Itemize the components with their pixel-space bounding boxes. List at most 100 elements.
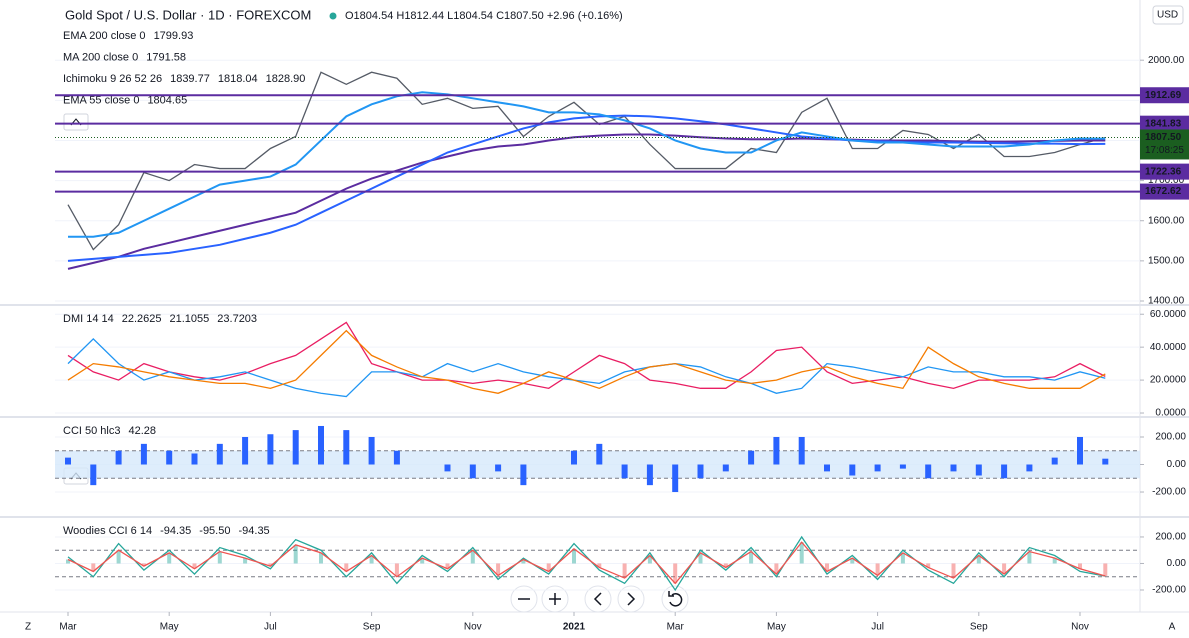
histogram-bar <box>319 552 323 564</box>
legend-text: CCI 50 hlc3 <box>63 425 120 437</box>
histogram-bar <box>91 563 96 572</box>
histogram-bar <box>1078 563 1082 569</box>
currency[interactable]: USD <box>1157 10 1178 21</box>
histogram-bar <box>698 552 703 564</box>
series-line <box>67 338 1106 398</box>
bar <box>849 464 856 476</box>
x-tick-label: May <box>160 622 179 633</box>
series-line <box>67 133 1106 270</box>
timezone-button[interactable]: Z <box>25 622 31 633</box>
level-label: 1912.69 <box>1145 90 1182 101</box>
legend-text: 1804.65 <box>147 94 187 106</box>
histogram-bar <box>217 551 222 564</box>
bar <box>520 464 527 486</box>
histogram-bar <box>951 563 956 579</box>
bar <box>495 464 502 472</box>
bar <box>115 450 122 465</box>
bar <box>368 436 375 465</box>
histogram-bar <box>774 563 779 575</box>
legend-text: 1799.93 <box>154 30 194 42</box>
level-label-bg <box>1140 163 1189 180</box>
histogram-bar <box>394 563 399 577</box>
bar <box>65 457 71 465</box>
icon <box>549 593 561 605</box>
bar <box>343 430 350 465</box>
level-label-bg <box>1140 87 1189 104</box>
histogram-bar <box>673 563 678 584</box>
scroll-right[interactable] <box>617 585 645 613</box>
histogram-bar <box>445 563 450 569</box>
histogram-bar <box>268 563 273 567</box>
bar <box>899 464 906 469</box>
level-label: 1672.62 <box>1145 186 1182 197</box>
histogram-bar <box>369 555 374 564</box>
bar <box>393 450 400 465</box>
legend-text: 21.1055 <box>170 313 210 325</box>
histogram-bar <box>1027 551 1032 564</box>
histogram-bar <box>496 563 501 576</box>
y-tick-label: -200.00 <box>1152 487 1186 498</box>
histogram-bar <box>420 558 425 564</box>
histogram-bar <box>875 563 880 576</box>
bar <box>621 464 628 479</box>
legend-text: -95.50 <box>199 525 230 537</box>
bar <box>191 453 198 465</box>
histogram-bar <box>647 555 652 564</box>
histogram-bar <box>192 563 197 569</box>
bar <box>267 434 274 465</box>
histogram-bar <box>926 563 931 568</box>
bar <box>748 450 755 465</box>
legend-text: EMA 200 close 0 <box>63 30 146 42</box>
bar <box>697 464 704 479</box>
series-line <box>67 114 1106 262</box>
legend-text: -94.35 <box>160 525 191 537</box>
histogram-bar <box>597 563 602 568</box>
y-tick-label: -200.00 <box>1152 585 1186 596</box>
bar <box>722 464 729 472</box>
x-tick-label: May <box>767 622 786 633</box>
pane <box>55 313 1140 414</box>
histogram-bar <box>622 563 627 579</box>
histogram-bar <box>66 559 70 564</box>
histogram-bar <box>546 563 551 572</box>
histogram-bar <box>243 558 248 564</box>
y-tick-label: 0.0000 <box>1155 408 1186 419</box>
legend-text: 22.2625 <box>122 313 162 325</box>
bar <box>242 436 249 465</box>
auto-scale[interactable]: A <box>1169 622 1176 633</box>
level-label: 1841.83 <box>1145 118 1182 129</box>
bar <box>318 425 324 465</box>
scroll-left[interactable] <box>584 585 612 613</box>
histogram-bar <box>1052 558 1057 564</box>
y-tick-label: 20.0000 <box>1150 375 1187 386</box>
bar <box>672 464 679 493</box>
x-tick-label: Sep <box>363 622 381 633</box>
histogram-bar <box>900 552 905 564</box>
legend-text: MA 200 close 0 <box>63 51 138 63</box>
symbol-title: Gold Spot / U.S. Dollar · 1D · FOREXCOM <box>65 7 311 22</box>
bar <box>216 443 223 465</box>
series-line <box>67 321 1106 390</box>
bar <box>292 430 299 465</box>
y-tick-label: 1600.00 <box>1148 215 1185 226</box>
histogram-bar <box>293 544 298 564</box>
histogram-bar <box>572 548 576 564</box>
x-tick-label: Mar <box>59 622 77 633</box>
legend-text: DMI 14 14 <box>63 313 114 325</box>
collapse-legend[interactable] <box>63 113 89 131</box>
histogram-bar <box>749 551 754 564</box>
level-label: 1722.36 <box>1145 166 1182 177</box>
bar <box>596 443 603 465</box>
bar <box>1077 436 1083 465</box>
series-line <box>67 329 1106 394</box>
bar <box>1051 457 1058 465</box>
histogram-bar <box>1002 563 1007 575</box>
legend-text: 1839.77 <box>170 73 210 85</box>
histogram-bar <box>850 558 855 564</box>
level-label-bg <box>1140 183 1189 200</box>
bar <box>166 450 173 465</box>
y-tick-label: 200.00 <box>1155 432 1186 443</box>
currency-button[interactable] <box>1152 5 1184 25</box>
legend-text: 1818.04 <box>218 73 258 85</box>
